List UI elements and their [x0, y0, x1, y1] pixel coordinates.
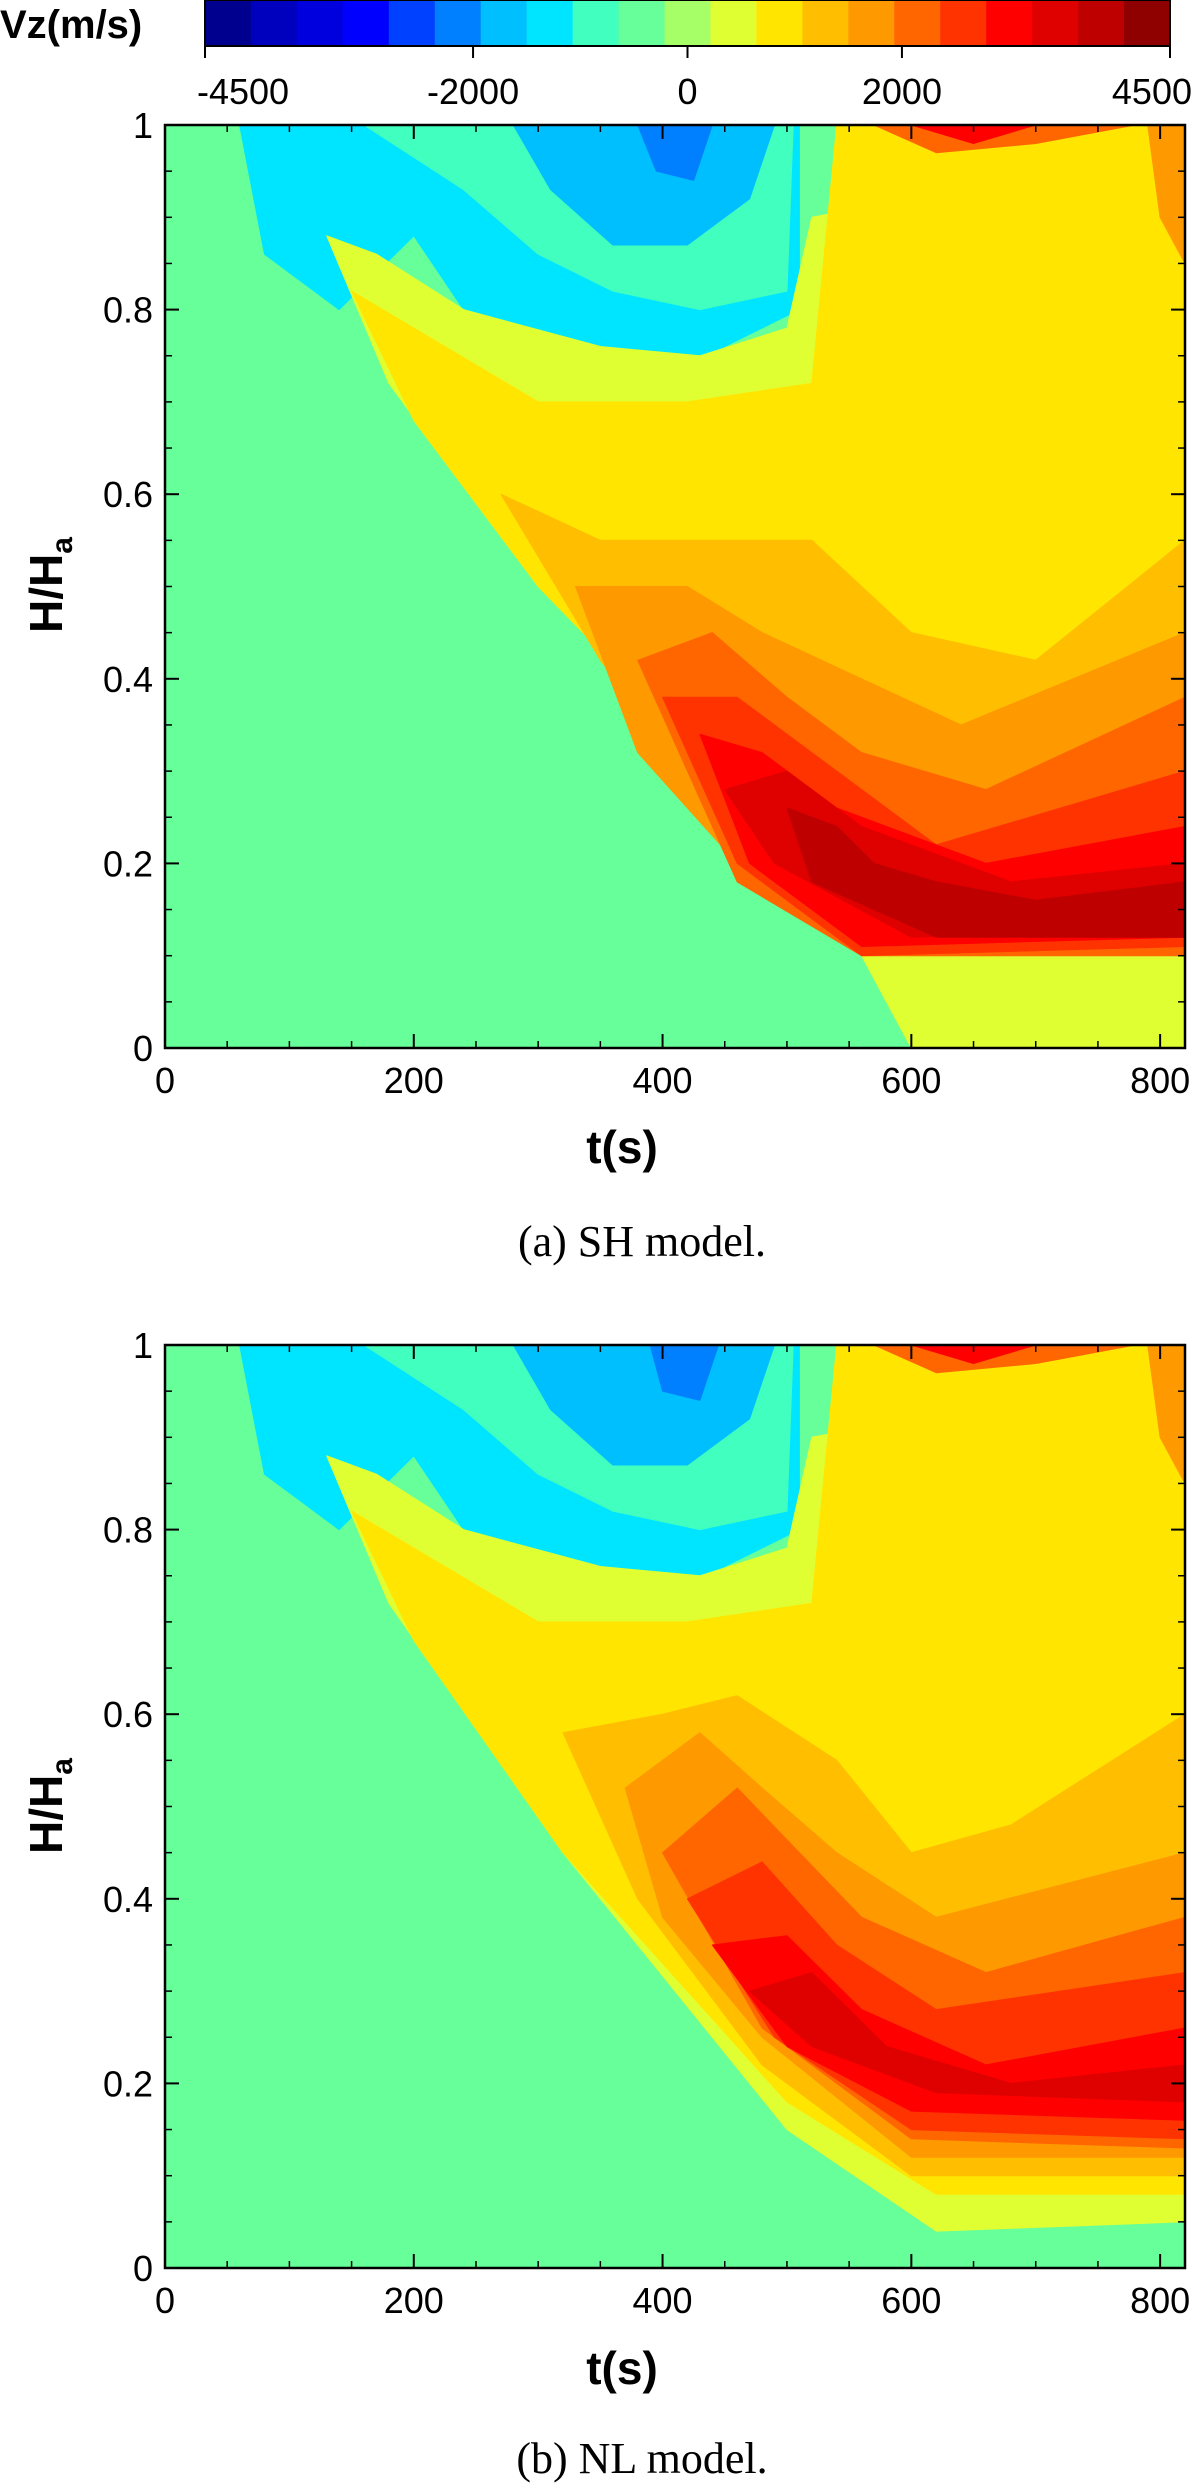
colorbar-title: Vz(m/s) [0, 3, 142, 47]
contour-region [637, 125, 713, 181]
x-tick-label: 800 [1130, 2280, 1190, 2321]
contour-plot-b [165, 1345, 1185, 2268]
colorbar-swatch [940, 0, 987, 46]
x-tick-label: 0 [155, 2280, 175, 2321]
y-tick-label: 0.6 [103, 1694, 153, 1735]
ylabel-b-sub: a [46, 1758, 79, 1775]
y-tick-label: 0.2 [103, 2063, 153, 2104]
contour-region [910, 1345, 1037, 1364]
colorbar-tick-label: 0 [677, 71, 697, 112]
ylabel-a-main: H/H [20, 554, 72, 633]
x-tick-label: 400 [633, 2280, 693, 2321]
x-tick-label: 200 [384, 2280, 444, 2321]
colorbar-swatch [480, 0, 528, 46]
contour-region [786, 807, 1185, 938]
colorbar-swatch [1032, 0, 1079, 46]
colorbar: Vz(m/s) -4500 -2000 0 2000 4500 [0, 0, 1192, 112]
contour-region [512, 1345, 775, 1466]
colorbar-swatch [894, 0, 941, 46]
colorbar-swatch [802, 0, 849, 46]
y-tick-label: 1 [133, 1325, 153, 1366]
x-tick-label: 200 [384, 1060, 444, 1101]
colorbar-tick-label: 4500 [1112, 71, 1192, 112]
y-tick-label: 0 [133, 2248, 153, 2289]
axes-a: 0 200 400 600 800 0 0.2 0.4 0.6 0.8 1 [103, 105, 1190, 1101]
colorbar-swatch [664, 0, 711, 46]
xlabel-a: t(s) [586, 1121, 658, 1173]
ylabel-b: H/Ha [20, 1758, 79, 1854]
panel-a: 0 200 400 600 800 0 0.2 0.4 0.6 0.8 1 t(s) H/Ha (a… [20, 105, 1190, 1266]
colorbar-swatch [1124, 0, 1171, 46]
colorbar-swatch [526, 0, 574, 46]
ylabel-b-main: H/H [20, 1775, 72, 1854]
colorbar-tick-label: 2000 [862, 71, 942, 112]
colorbar-swatch [756, 0, 803, 46]
ylabel-a-sub: a [46, 537, 79, 554]
contour-region [1147, 1345, 1185, 1484]
contour-fill-group [165, 1345, 1185, 2268]
colorbar-swatch [296, 0, 344, 46]
contour-region [910, 125, 1037, 144]
x-tick-label: 600 [881, 1060, 941, 1101]
contour-region [512, 125, 775, 246]
y-tick-label: 0.4 [103, 659, 153, 700]
colorbar-swatches [204, 0, 1171, 47]
y-tick-label: 0.8 [103, 290, 153, 331]
y-tick-label: 0 [133, 1028, 153, 1069]
colorbar-swatch [388, 0, 436, 46]
contour-region [649, 1345, 719, 1401]
colorbar-swatch [434, 0, 482, 46]
contour-region [1147, 125, 1185, 264]
panel-b: 0 200 400 600 800 0 0.2 0.4 0.6 0.8 1 t(s) H/Ha (b… [20, 1325, 1190, 2483]
contour-region [711, 1935, 1185, 2121]
contour-plot-a [165, 125, 1185, 1048]
colorbar-swatch [205, 0, 252, 46]
xlabel-b: t(s) [586, 2342, 658, 2394]
caption-b: (b) NL model. [516, 2434, 767, 2483]
ylabel-a: H/Ha [20, 537, 79, 633]
colorbar-swatch [572, 0, 620, 46]
colorbar-swatch [342, 0, 390, 46]
contour-region [749, 1972, 1185, 2103]
axes-b: 0 200 400 600 800 0 0.2 0.4 0.6 0.8 1 [103, 1325, 1190, 2321]
colorbar-swatch [848, 0, 895, 46]
colorbar-ticks: -4500 -2000 0 2000 4500 [197, 46, 1192, 112]
colorbar-swatch [250, 0, 298, 46]
y-tick-label: 0.8 [103, 1510, 153, 1551]
contour-fill-group [165, 125, 1185, 1048]
y-tick-label: 1 [133, 105, 153, 146]
colorbar-swatch [710, 0, 757, 46]
y-tick-label: 0.6 [103, 474, 153, 515]
colorbar-swatch [618, 0, 666, 46]
x-tick-label: 600 [881, 2280, 941, 2321]
x-tick-label: 400 [633, 1060, 693, 1101]
colorbar-swatch [1078, 0, 1125, 46]
colorbar-swatch [986, 0, 1033, 46]
x-tick-label: 800 [1130, 1060, 1190, 1101]
caption-a: (a) SH model. [518, 1217, 766, 1266]
y-tick-label: 0.4 [103, 1879, 153, 1920]
colorbar-tick-label: -4500 [197, 71, 289, 112]
colorbar-tick-label: -2000 [427, 71, 519, 112]
x-tick-label: 0 [155, 1060, 175, 1101]
y-tick-label: 0.2 [103, 843, 153, 884]
